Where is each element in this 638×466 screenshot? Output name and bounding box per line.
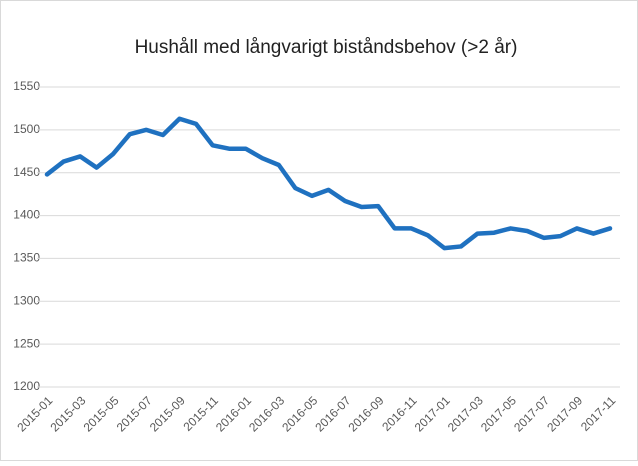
y-tick-label: 1450 [13,165,40,179]
y-tick-label: 1250 [13,336,40,350]
chart-title: Hushåll med långvarigt biståndsbehov (>2… [135,37,518,58]
y-tick-label: 1350 [13,251,40,265]
y-tick-label: 1500 [13,122,40,136]
y-tick-label: 1200 [13,379,40,393]
y-tick-label: 1300 [13,293,40,307]
data-line [44,116,613,251]
y-tick-label: 1550 [13,79,40,93]
y-tick-label: 1400 [13,208,40,222]
